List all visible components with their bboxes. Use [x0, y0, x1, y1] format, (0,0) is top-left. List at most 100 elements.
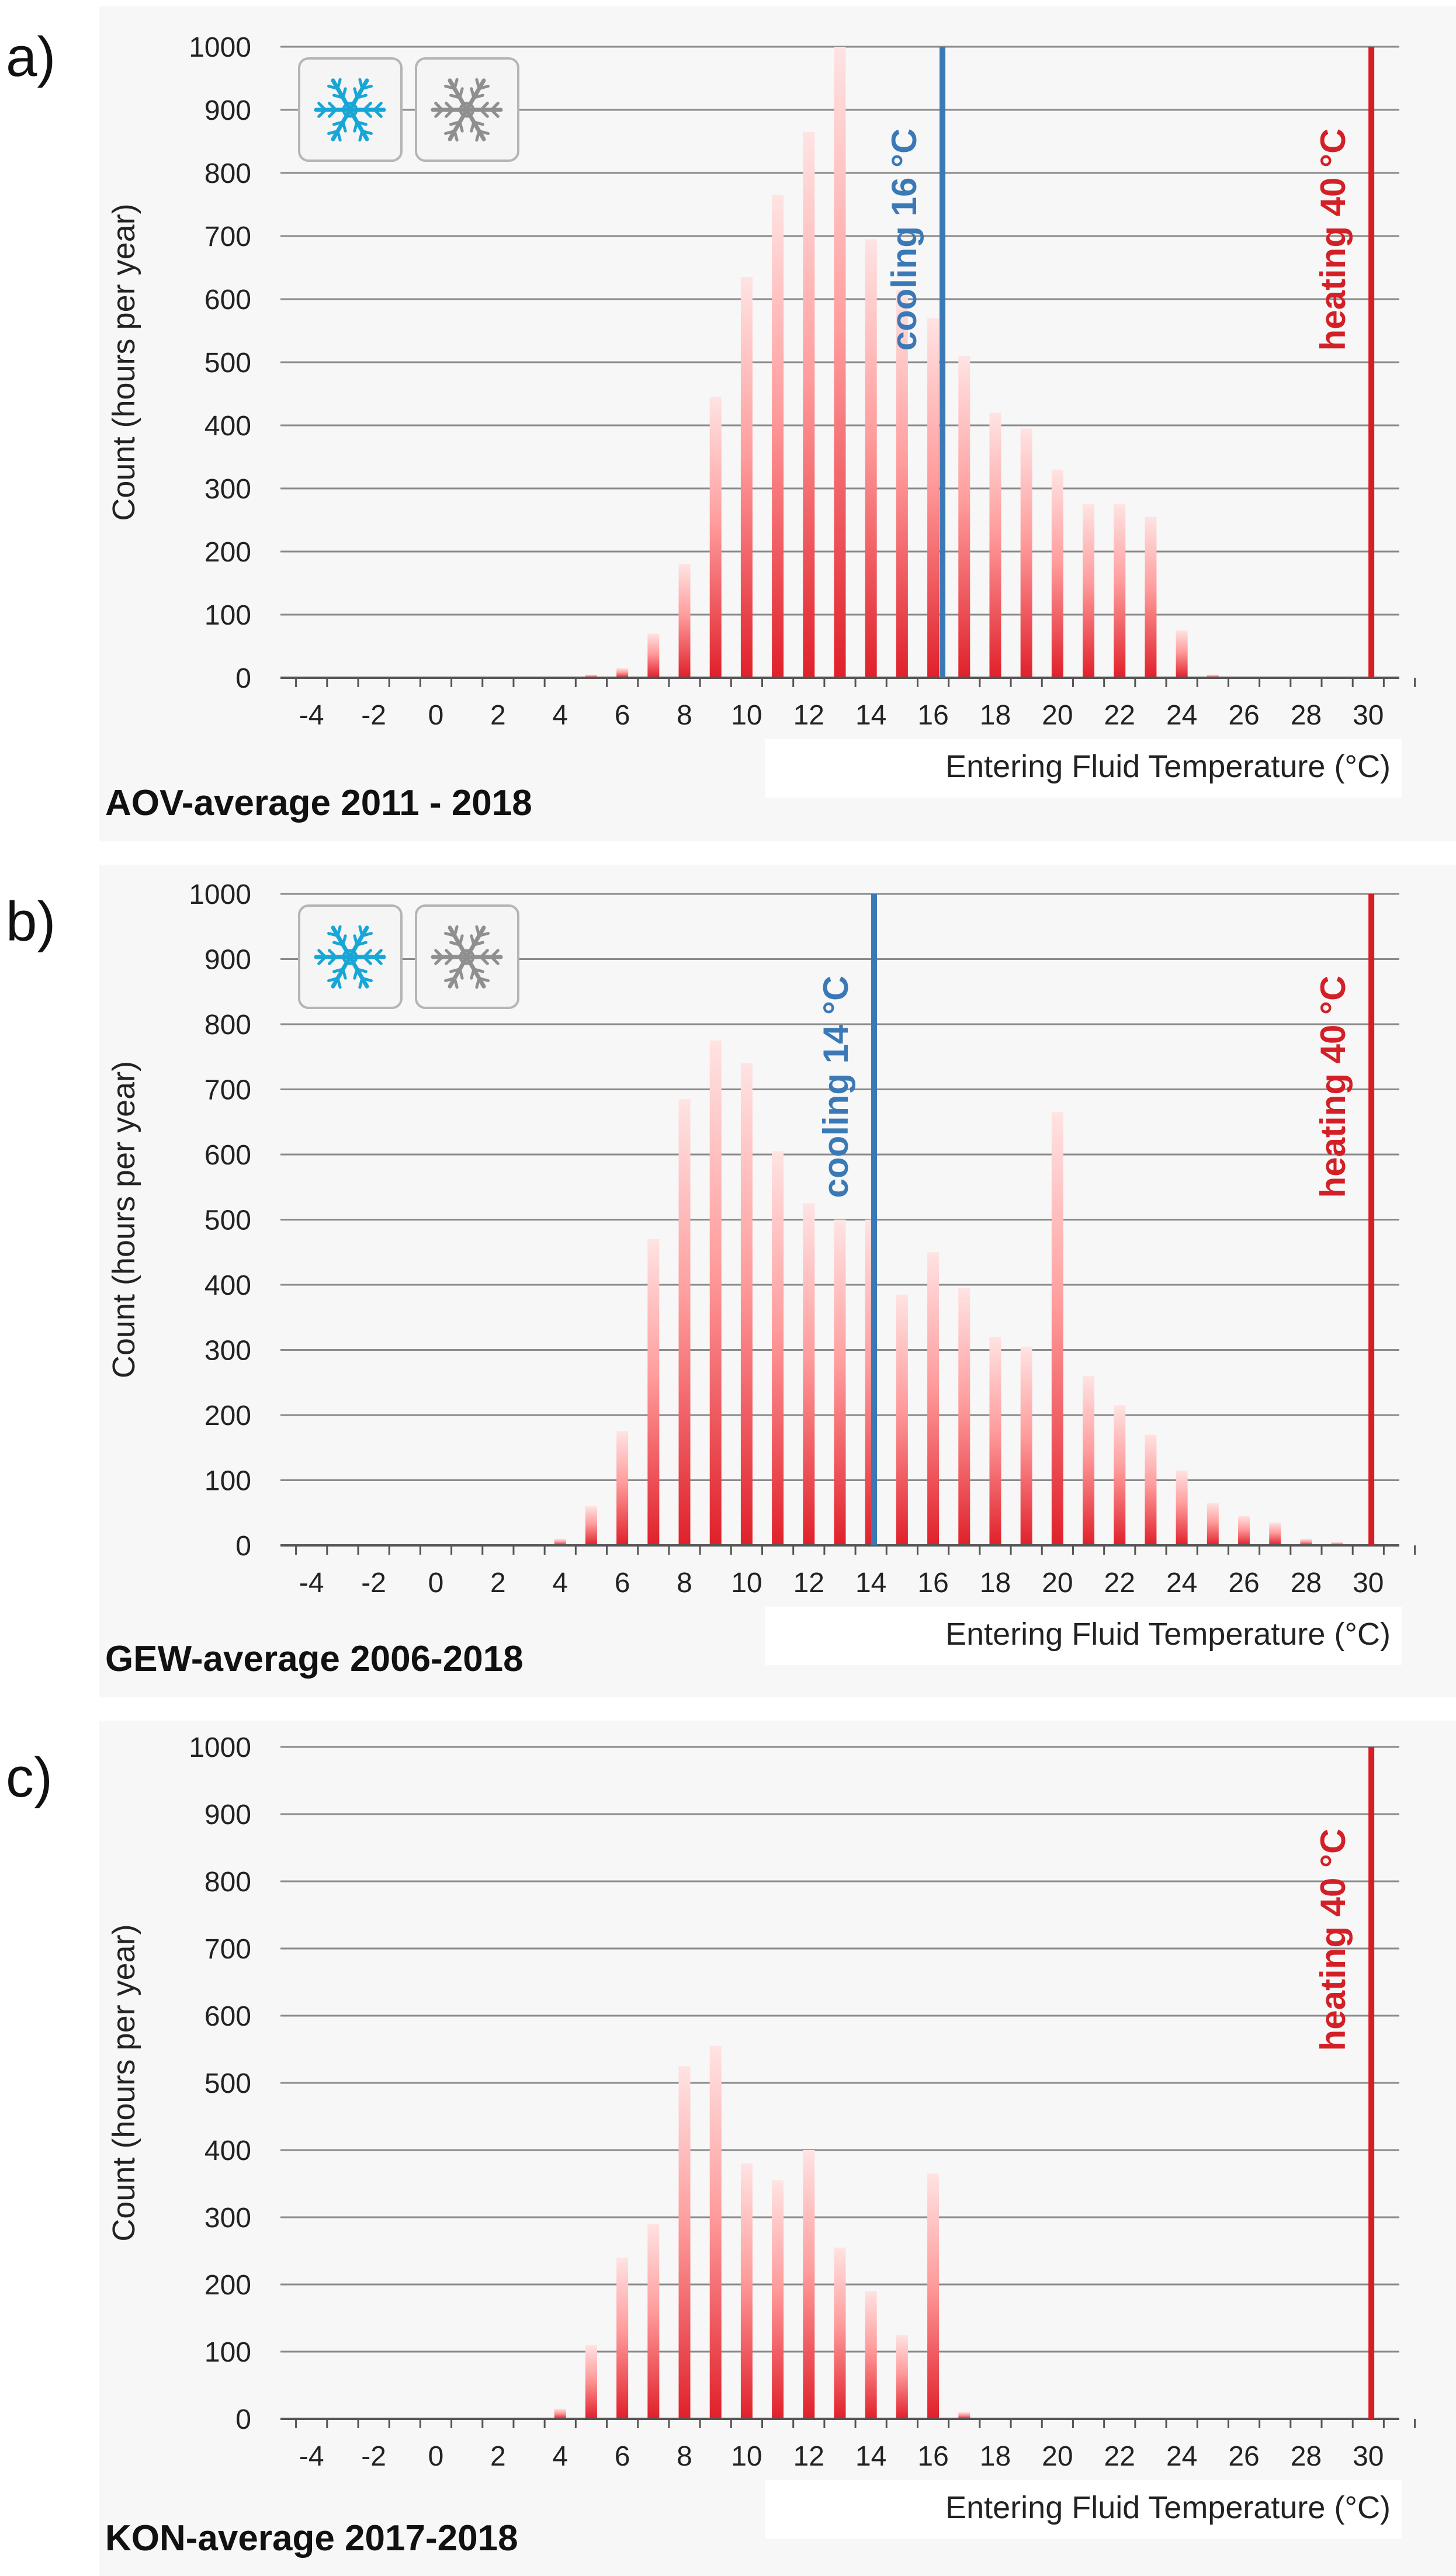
y-tick-label: 700	[204, 1934, 251, 1965]
x-tick-label: 26	[1228, 2441, 1259, 2472]
chart-title: AOV-average 2011 - 2018	[105, 783, 532, 823]
bar	[1176, 630, 1188, 678]
x-tick-label: 28	[1291, 1568, 1322, 1599]
x-axis-label: Entering Fluid Temperature (°C)	[945, 1617, 1391, 1652]
snowflake-blue-icon	[314, 78, 386, 142]
bar	[772, 1151, 784, 1545]
x-tick-label: 6	[615, 700, 630, 731]
y-tick-label: 500	[204, 348, 251, 379]
bar	[616, 1431, 629, 1545]
bar	[834, 47, 846, 678]
x-tick-label: 22	[1104, 700, 1135, 731]
x-tick-label: 6	[615, 1568, 630, 1599]
y-tick-label: 400	[204, 411, 251, 442]
y-tick-label: 700	[204, 1075, 251, 1106]
x-tick-label: 22	[1104, 1568, 1135, 1599]
y-tick-label: 800	[204, 158, 251, 189]
bar	[647, 1239, 660, 1545]
y-tick-label: 400	[204, 1270, 251, 1301]
bar	[647, 633, 660, 678]
bar	[1331, 1542, 1343, 1545]
x-tick-label: 2	[490, 700, 506, 731]
bar	[1300, 1538, 1312, 1545]
x-tick-label: 8	[677, 1568, 692, 1599]
bar	[1269, 1522, 1281, 1545]
bar	[740, 1063, 753, 1545]
bar	[740, 2164, 753, 2419]
bar	[865, 2291, 877, 2419]
y-tick-label: 0	[235, 663, 251, 694]
y-tick-label: 900	[204, 1800, 251, 1830]
x-tick-label: 18	[980, 1568, 1011, 1599]
panel-label: c)	[6, 1746, 53, 1809]
snowflake-gray-icon	[431, 78, 503, 142]
x-tick-label: 20	[1042, 700, 1073, 731]
y-tick-label: 900	[204, 945, 251, 976]
bar	[1176, 1470, 1188, 1545]
x-tick-label: 24	[1166, 1568, 1197, 1599]
x-tick-label: 10	[731, 2441, 762, 2472]
x-tick-label: 12	[793, 700, 824, 731]
y-tick-label: 300	[204, 474, 251, 505]
chart-background	[99, 1721, 1456, 2576]
y-tick-label: 100	[204, 600, 251, 631]
x-axis-label-box	[765, 2480, 1402, 2539]
x-tick-label: 30	[1353, 700, 1384, 731]
x-tick-label: 12	[793, 1568, 824, 1599]
x-tick-label: 18	[980, 2441, 1011, 2472]
snowflake-gray-icon	[431, 925, 503, 989]
x-tick-label: -2	[361, 700, 386, 731]
reference-line-label: heating 40 °C	[1313, 1829, 1353, 2051]
bar	[616, 2258, 629, 2419]
x-tick-label: 0	[428, 2441, 444, 2472]
x-tick-label: 4	[552, 700, 568, 731]
bar	[1051, 469, 1063, 678]
x-tick-label: -2	[361, 2441, 386, 2472]
y-tick-label: 1000	[189, 879, 251, 910]
x-tick-label: 2	[490, 2441, 506, 2472]
x-tick-label: 30	[1353, 1568, 1384, 1599]
bar	[1207, 674, 1219, 678]
bar	[554, 1538, 566, 1545]
bar	[865, 239, 877, 678]
x-tick-label: 30	[1353, 2441, 1384, 2472]
reference-line-label: cooling 16 °C	[885, 129, 924, 351]
bar	[585, 674, 597, 678]
bar	[678, 1099, 691, 1545]
bar	[647, 2224, 660, 2419]
chart-panel-1: a)01002003004005006007008009001000Count …	[6, 6, 1456, 841]
bar	[896, 2335, 908, 2419]
bar	[1020, 1346, 1032, 1545]
x-tick-label: -2	[361, 1568, 386, 1599]
bar	[834, 1219, 846, 1545]
x-tick-label: 0	[428, 700, 444, 731]
reference-line-label: cooling 14 °C	[816, 976, 855, 1198]
y-tick-label: 700	[204, 221, 251, 252]
x-axis-label-box	[765, 1607, 1402, 1665]
x-tick-label: 16	[917, 1568, 948, 1599]
x-tick-label: 24	[1166, 700, 1197, 731]
bar	[1145, 516, 1157, 678]
bar	[709, 2045, 722, 2419]
reference-line-label: heating 40 °C	[1313, 976, 1353, 1198]
y-tick-label: 200	[204, 1400, 251, 1431]
bar	[772, 195, 784, 678]
x-tick-label: 14	[855, 1568, 886, 1599]
chart-panel-2: b)01002003004005006007008009001000Count …	[6, 865, 1456, 1697]
bar	[927, 318, 940, 678]
bar	[1114, 504, 1126, 678]
x-tick-label: 8	[677, 2441, 692, 2472]
bar	[1145, 1434, 1157, 1545]
bar	[1083, 504, 1095, 678]
bar	[585, 1506, 597, 1545]
bar	[1114, 1405, 1126, 1545]
x-tick-label: 0	[428, 1568, 444, 1599]
x-axis-label: Entering Fluid Temperature (°C)	[945, 749, 1391, 784]
chart-title: GEW-average 2006-2018	[105, 1639, 524, 1679]
x-tick-label: 10	[731, 1568, 762, 1599]
y-tick-label: 0	[235, 2404, 251, 2435]
x-tick-label: 28	[1291, 2441, 1322, 2472]
bar	[834, 2247, 846, 2419]
y-tick-label: 100	[204, 2337, 251, 2368]
x-tick-label: 26	[1228, 700, 1259, 731]
